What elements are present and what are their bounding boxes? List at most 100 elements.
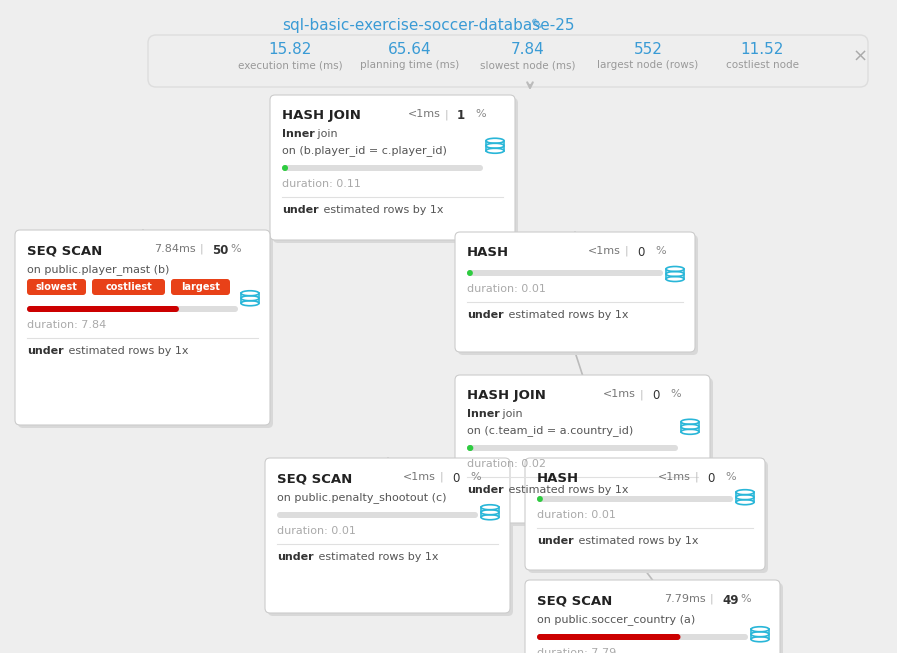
Text: 11.52: 11.52	[740, 42, 784, 57]
Text: under: under	[277, 552, 314, 562]
Text: SEQ SCAN: SEQ SCAN	[277, 472, 353, 485]
Text: %: %	[230, 244, 240, 254]
Text: 0: 0	[637, 246, 644, 259]
FancyBboxPatch shape	[467, 270, 473, 276]
Text: estimated rows by 1x: estimated rows by 1x	[505, 485, 629, 495]
Text: duration: 0.02: duration: 0.02	[467, 459, 546, 469]
Text: ×: ×	[852, 48, 867, 66]
Text: 50: 50	[212, 244, 229, 257]
Text: 15.82: 15.82	[268, 42, 311, 57]
Text: on public.penalty_shootout (c): on public.penalty_shootout (c)	[277, 492, 447, 503]
Text: duration: 0.01: duration: 0.01	[277, 526, 356, 536]
Text: duration: 7.84: duration: 7.84	[27, 320, 106, 330]
Text: |: |	[710, 594, 714, 605]
FancyBboxPatch shape	[171, 279, 230, 295]
FancyBboxPatch shape	[537, 496, 543, 502]
Text: HASH: HASH	[537, 472, 579, 485]
FancyBboxPatch shape	[525, 580, 780, 653]
FancyBboxPatch shape	[268, 461, 513, 616]
Text: duration: 0.01: duration: 0.01	[467, 284, 546, 294]
Text: <1ms: <1ms	[403, 472, 436, 482]
FancyBboxPatch shape	[458, 378, 713, 526]
Text: %: %	[725, 472, 736, 482]
Text: |: |	[625, 246, 629, 257]
Text: 0: 0	[707, 472, 714, 485]
Text: 49: 49	[722, 594, 738, 607]
Text: join: join	[314, 129, 337, 139]
Text: costliest node: costliest node	[726, 60, 798, 70]
Text: ✎: ✎	[530, 18, 542, 32]
Text: duration: 0.01: duration: 0.01	[537, 510, 616, 520]
FancyBboxPatch shape	[455, 232, 695, 352]
Text: largest node (rows): largest node (rows)	[597, 60, 699, 70]
Text: 0: 0	[452, 472, 459, 485]
Text: |: |	[440, 472, 444, 483]
Text: join: join	[499, 409, 523, 419]
FancyBboxPatch shape	[273, 98, 518, 243]
FancyBboxPatch shape	[537, 634, 748, 640]
FancyBboxPatch shape	[455, 375, 710, 523]
Text: SEQ SCAN: SEQ SCAN	[537, 594, 613, 607]
Text: 7.84ms: 7.84ms	[154, 244, 196, 254]
FancyBboxPatch shape	[27, 279, 86, 295]
Text: HASH JOIN: HASH JOIN	[467, 389, 546, 402]
Text: estimated rows by 1x: estimated rows by 1x	[315, 552, 439, 562]
Text: on (b.player_id = c.player_id): on (b.player_id = c.player_id)	[282, 145, 447, 156]
FancyBboxPatch shape	[467, 445, 678, 451]
Text: %: %	[475, 109, 485, 119]
Text: on public.soccer_country (a): on public.soccer_country (a)	[537, 614, 695, 625]
Text: estimated rows by 1x: estimated rows by 1x	[505, 310, 629, 320]
FancyBboxPatch shape	[525, 458, 765, 570]
FancyBboxPatch shape	[458, 235, 698, 355]
Text: HASH JOIN: HASH JOIN	[282, 109, 361, 122]
Text: |: |	[640, 389, 644, 400]
Text: estimated rows by 1x: estimated rows by 1x	[575, 536, 699, 546]
Text: |: |	[200, 244, 204, 255]
Text: slowest node (ms): slowest node (ms)	[480, 60, 576, 70]
Text: HASH: HASH	[467, 246, 509, 259]
Text: 552: 552	[633, 42, 663, 57]
Text: under: under	[537, 536, 573, 546]
Text: under: under	[467, 310, 503, 320]
Text: %: %	[655, 246, 666, 256]
FancyBboxPatch shape	[27, 306, 179, 312]
Text: slowest: slowest	[36, 282, 77, 292]
Text: SEQ SCAN: SEQ SCAN	[27, 244, 102, 257]
Text: 65.64: 65.64	[388, 42, 431, 57]
Text: |: |	[445, 109, 448, 119]
FancyBboxPatch shape	[265, 458, 510, 613]
FancyBboxPatch shape	[15, 230, 270, 425]
FancyBboxPatch shape	[467, 270, 663, 276]
Text: estimated rows by 1x: estimated rows by 1x	[65, 346, 188, 356]
Text: Inner: Inner	[282, 129, 315, 139]
Text: sql-basic-exercise-soccer-database-25: sql-basic-exercise-soccer-database-25	[283, 18, 575, 33]
FancyBboxPatch shape	[282, 165, 288, 171]
Text: duration: 7.79: duration: 7.79	[537, 648, 616, 653]
Text: on (c.team_id = a.country_id): on (c.team_id = a.country_id)	[467, 425, 633, 436]
Text: 7.79ms: 7.79ms	[665, 594, 706, 604]
Text: <1ms: <1ms	[408, 109, 441, 119]
FancyBboxPatch shape	[27, 306, 238, 312]
FancyBboxPatch shape	[537, 634, 681, 640]
Text: <1ms: <1ms	[658, 472, 691, 482]
Text: <1ms: <1ms	[603, 389, 636, 399]
FancyBboxPatch shape	[277, 512, 478, 518]
Text: duration: 0.11: duration: 0.11	[282, 179, 361, 189]
Text: largest: largest	[181, 282, 220, 292]
Text: costliest: costliest	[105, 282, 152, 292]
Text: on public.player_mast (b): on public.player_mast (b)	[27, 264, 170, 275]
Text: %: %	[470, 472, 481, 482]
Text: under: under	[467, 485, 503, 495]
Text: 1: 1	[457, 109, 466, 122]
FancyBboxPatch shape	[18, 233, 273, 428]
Text: under: under	[27, 346, 64, 356]
Text: Inner: Inner	[467, 409, 500, 419]
FancyBboxPatch shape	[537, 496, 733, 502]
Text: <1ms: <1ms	[588, 246, 621, 256]
Text: %: %	[670, 389, 681, 399]
FancyBboxPatch shape	[528, 461, 768, 573]
FancyBboxPatch shape	[528, 583, 783, 653]
Text: under: under	[282, 205, 318, 215]
Text: 0: 0	[652, 389, 659, 402]
Text: execution time (ms): execution time (ms)	[238, 60, 343, 70]
